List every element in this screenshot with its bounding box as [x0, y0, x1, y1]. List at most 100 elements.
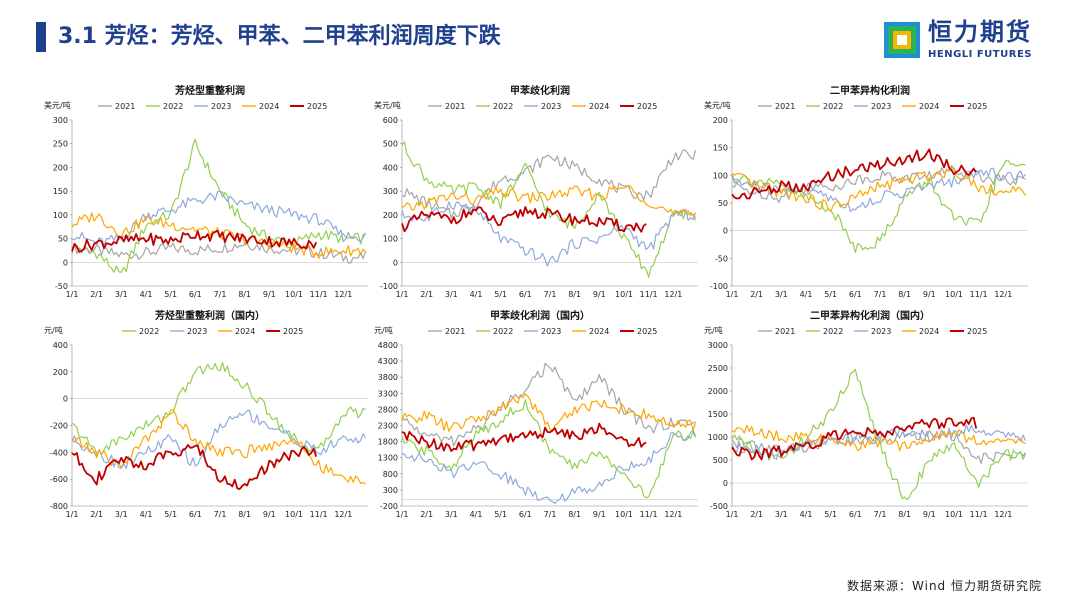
legend-item-2025: 2025	[266, 327, 303, 336]
x-tick-label: 6/1	[519, 510, 532, 519]
x-tick-label: 12/1	[994, 510, 1012, 519]
series-line-2022	[731, 159, 1026, 253]
y-tick-label: 250	[53, 140, 68, 149]
y-tick-label: 300	[383, 187, 398, 196]
x-tick-label: 8/1	[898, 510, 911, 519]
x-tick-label: 12/1	[994, 290, 1012, 299]
x-tick-label: 10/1	[615, 290, 633, 299]
y-tick-label: -100	[710, 282, 728, 291]
x-tick-label: 6/1	[849, 290, 862, 299]
y-tick-label: 1800	[378, 438, 398, 447]
x-tick-label: 4/1	[800, 290, 813, 299]
x-tick-label: 6/1	[189, 510, 202, 519]
x-tick-label: 12/1	[334, 290, 352, 299]
chart-xylene-isomerization-domestic: 二甲苯异构化利润（国内） 元/吨 2021 2022 2023 2024 2025 3000 2…	[704, 309, 1028, 519]
series-line-2025	[401, 206, 647, 233]
legend-label: 2025	[637, 327, 657, 336]
y-tick-label: 3300	[378, 389, 398, 398]
x-tick-label: 5/1	[824, 290, 837, 299]
y-tick-label: 0	[723, 479, 728, 488]
legend-item-2024: 2024	[242, 102, 279, 111]
chart-title: 甲苯歧化利润（国内）	[490, 309, 590, 322]
legend-label: 2025	[637, 102, 657, 111]
x-tick-label: 8/1	[568, 510, 581, 519]
y-tick-label: 1300	[378, 454, 398, 463]
series-line-2023	[401, 201, 697, 267]
x-tick-label: 2/1	[750, 290, 763, 299]
x-tick-label: 7/1	[214, 290, 227, 299]
legend-label: 2022	[823, 327, 843, 336]
y-tick-label: 100	[53, 211, 68, 220]
legend-label: 2023	[541, 102, 561, 111]
series-line-2025	[731, 416, 978, 461]
y-tick-label: 50	[718, 199, 728, 208]
chart-toluene-disproportionation-domestic: 甲苯歧化利润（国内） 元/吨 2021 2022 2023 2024 2025 4800 430…	[374, 309, 698, 519]
legend-item-2024: 2024	[902, 102, 939, 111]
x-tick-label: 7/1	[544, 290, 557, 299]
legend-label: 2023	[187, 327, 207, 336]
y-tick-label: 2800	[378, 405, 398, 414]
y-tick-label: 200	[383, 211, 398, 220]
x-tick-label: 6/1	[189, 290, 202, 299]
company-logo: 恒力期货 HENGLI FUTURES	[884, 18, 1054, 66]
x-tick-label: 5/1	[824, 510, 837, 519]
x-tick-label: 2/1	[420, 290, 433, 299]
x-tick-label: 2/1	[750, 510, 763, 519]
legend-label: 2024	[919, 102, 939, 111]
x-tick-label: 4/1	[800, 510, 813, 519]
legend-item-2023: 2023	[170, 327, 207, 336]
chart-title: 二甲苯异构化利润（国内）	[810, 309, 930, 322]
y-tick-label: 50	[58, 235, 68, 244]
legend-item-2022: 2022	[806, 327, 843, 336]
series-line-2021	[71, 242, 367, 264]
series-line-2025	[731, 148, 977, 200]
legend-item-2024: 2024	[902, 327, 939, 336]
legend-label: 2024	[589, 102, 609, 111]
legend-item-2023: 2023	[524, 327, 561, 336]
x-tick-label: 3/1	[115, 290, 128, 299]
series-line-2022	[401, 399, 697, 499]
y-tick-label: 3800	[378, 373, 398, 382]
y-tick-label: 1000	[708, 433, 728, 442]
unit-label: 美元/吨	[374, 100, 401, 110]
page-title: 3.1 芳烃：芳烃、甲苯、二甲苯利润周度下跌	[58, 24, 501, 49]
x-tick-label: 1/1	[66, 290, 79, 299]
y-tick-label: 1500	[708, 410, 728, 419]
x-tick-label: 1/1	[396, 510, 409, 519]
x-tick-label: 9/1	[263, 290, 276, 299]
y-tick-label: 2000	[708, 387, 728, 396]
series-line-2023	[71, 190, 367, 246]
x-tick-label: 1/1	[66, 510, 79, 519]
y-tick-label: 400	[383, 163, 398, 172]
legend-label: 2021	[445, 102, 465, 111]
legend-label: 2022	[823, 102, 843, 111]
x-tick-label: 2/1	[90, 510, 103, 519]
x-tick-label: 8/1	[568, 290, 581, 299]
legend-label: 2023	[211, 102, 231, 111]
y-tick-label: 200	[713, 116, 728, 125]
y-tick-label: -100	[380, 282, 398, 291]
unit-label: 元/吨	[374, 325, 393, 335]
x-tick-label: 4/1	[470, 290, 483, 299]
x-tick-label: 8/1	[238, 290, 251, 299]
y-tick-label: 3000	[708, 341, 728, 350]
x-tick-label: 1/1	[396, 290, 409, 299]
y-tick-label: -50	[715, 254, 728, 263]
y-tick-label: 300	[383, 486, 398, 495]
logo-mark-icon	[884, 22, 920, 58]
x-tick-label: 9/1	[923, 290, 936, 299]
y-tick-label: 0	[393, 258, 398, 267]
legend-item-2021: 2021	[758, 327, 795, 336]
logo-chinese-name: 恒力期货	[928, 18, 1032, 46]
legend-label: 2024	[259, 102, 279, 111]
x-tick-label: 10/1	[945, 510, 963, 519]
x-tick-label: 2/1	[90, 290, 103, 299]
series-line-2024	[71, 409, 366, 485]
x-tick-label: 5/1	[494, 510, 507, 519]
chart-title: 芳烃型重整利润	[175, 84, 245, 97]
x-tick-label: 6/1	[519, 290, 532, 299]
legend-item-2022: 2022	[122, 327, 159, 336]
chart-title: 二甲苯异构化利润	[830, 84, 910, 97]
y-tick-label: 300	[53, 116, 68, 125]
x-tick-label: 6/1	[849, 510, 862, 519]
